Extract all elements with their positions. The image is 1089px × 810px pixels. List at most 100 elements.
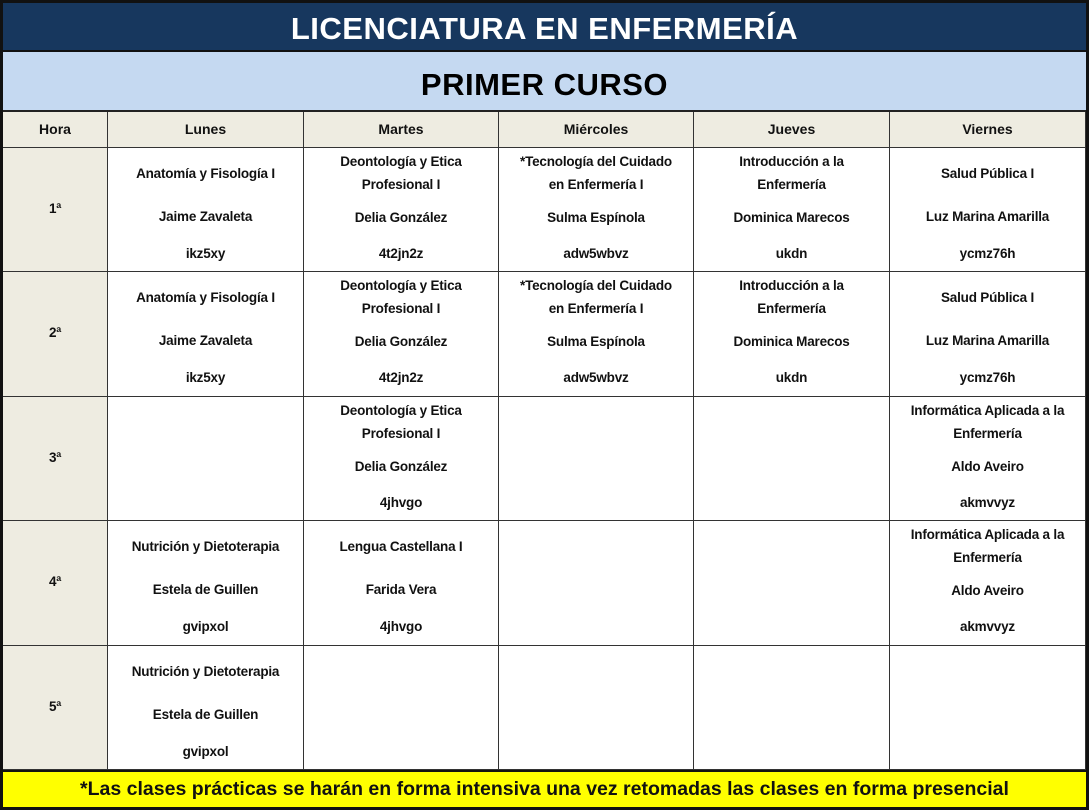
class-code: akmvvyz [960,495,1015,510]
column-header-5: Viernes [890,112,1086,148]
class-cell: Deontología y Etica Profesional I Delia Go… [304,148,499,272]
course-subtitle: PRIMER CURSO [3,52,1086,112]
class-cell: Introducción a la Enfermería Dominica Mare… [694,272,890,397]
subject: Informática Aplicada a la [910,527,1065,542]
teacher: Dominica Marecos [733,334,850,349]
subject: Nutrición y Dietoterapia [131,539,280,554]
subject: Deontología y Etica [340,154,462,169]
class-cell [304,646,499,770]
class-cell: Informática Aplicada a la Enfermería Aldo … [890,397,1086,521]
subject: Introducción a la [739,154,844,169]
teacher: Sulma Espínola [547,334,645,349]
subject: Nutrición y Dietoterapia [131,664,280,679]
class-cell: Salud Pública I Luz Marina Amarilla ycmz76… [890,148,1086,272]
subject: en Enfermería I [548,301,644,316]
class-code: adw5wbvz [563,370,629,385]
column-header-1: Lunes [108,112,304,148]
class-code: adw5wbvz [563,246,629,261]
hour-label: 4ª [48,574,62,589]
class-code: akmvvyz [960,619,1015,634]
subject: Deontología y Etica [340,403,462,418]
class-code: 4t2jn2z [378,370,424,385]
class-cell: *Tecnología del Cuidado en Enfermería I Su… [499,148,694,272]
class-code: 4jhvgo [379,619,423,634]
subject: Informática Aplicada a la [910,403,1065,418]
footer-note: *Las clases prácticas se harán en forma … [3,770,1086,807]
class-code: 4t2jn2z [378,246,424,261]
class-code: 4jhvgo [379,495,423,510]
page-title: LICENCIATURA EN ENFERMERÍA [3,3,1086,52]
teacher: Sulma Espínola [547,210,645,225]
class-cell [499,521,694,646]
class-code: ycmz76h [959,370,1016,385]
hour-cell: 1ª [3,148,108,272]
class-cell [694,397,890,521]
teacher: Delia González [354,459,448,474]
teacher: Delia González [354,334,448,349]
subject: Enfermería [757,301,826,316]
hour-label: 5ª [48,699,62,714]
class-code: ycmz76h [959,246,1016,261]
class-cell: Informática Aplicada a la Enfermería Aldo … [890,521,1086,646]
subject: Lengua Castellana I [339,539,463,554]
class-code: gvipxol [182,744,229,759]
class-cell: Anatomía y Fisología I Jaime Zavaleta ikz5… [108,272,304,397]
subject: en Enfermería I [548,177,644,192]
subject: Introducción a la [739,278,844,293]
teacher: Aldo Aveiro [951,583,1024,598]
class-cell [694,521,890,646]
subject: *Tecnología del Cuidado [520,278,672,293]
column-header-0: Hora [3,112,108,148]
class-cell: Nutrición y Dietoterapia Estela de Guille… [108,521,304,646]
subject: Profesional I [361,426,441,441]
teacher: Luz Marina Amarilla [925,333,1050,348]
teacher: Estela de Guillen [152,582,259,597]
subject: Salud Pública I [940,166,1035,181]
column-header-2: Martes [304,112,499,148]
teacher: Aldo Aveiro [951,459,1024,474]
teacher: Dominica Marecos [733,210,850,225]
class-code: ikz5xy [185,370,226,385]
subject: Profesional I [361,301,441,316]
class-cell [694,646,890,770]
class-code: ikz5xy [185,246,226,261]
subject: Anatomía y Fisología I [136,166,275,181]
hour-cell: 2ª [3,272,108,397]
hour-label: 3ª [48,450,62,465]
class-cell: Deontología y Etica Profesional I Delia Go… [304,272,499,397]
class-cell: Introducción a la Enfermería Dominica Mare… [694,148,890,272]
hour-cell: 3ª [3,397,108,521]
class-code: gvipxol [182,619,229,634]
subject: Salud Pública I [940,290,1035,305]
column-header-3: Miércoles [499,112,694,148]
column-header-4: Jueves [694,112,890,148]
class-cell: Lengua Castellana I Farida Vera 4jhvgo [304,521,499,646]
subject: Enfermería [953,426,1022,441]
teacher: Jaime Zavaleta [158,333,253,348]
teacher: Jaime Zavaleta [158,209,253,224]
class-cell [499,397,694,521]
teacher: Farida Vera [365,582,437,597]
class-cell: *Tecnología del Cuidado en Enfermería I Su… [499,272,694,397]
class-code: ukdn [775,370,808,385]
class-cell: Anatomía y Fisología I Jaime Zavaleta ikz5… [108,148,304,272]
subject: *Tecnología del Cuidado [520,154,672,169]
teacher: Delia González [354,210,448,225]
hour-cell: 4ª [3,521,108,646]
class-cell: Salud Pública I Luz Marina Amarilla ycmz76… [890,272,1086,397]
class-code: ukdn [775,246,808,261]
subject: Deontología y Etica [340,278,462,293]
class-cell [890,646,1086,770]
subject: Enfermería [757,177,826,192]
class-cell [499,646,694,770]
subject: Enfermería [953,550,1022,565]
hour-cell: 5ª [3,646,108,770]
teacher: Luz Marina Amarilla [925,209,1050,224]
class-cell: Deontología y Etica Profesional I Delia Go… [304,397,499,521]
hour-label: 1ª [48,201,62,216]
subject: Anatomía y Fisología I [136,290,275,305]
hour-label: 2ª [48,325,62,340]
class-cell: Nutrición y Dietoterapia Estela de Guille… [108,646,304,770]
class-cell [108,397,304,521]
